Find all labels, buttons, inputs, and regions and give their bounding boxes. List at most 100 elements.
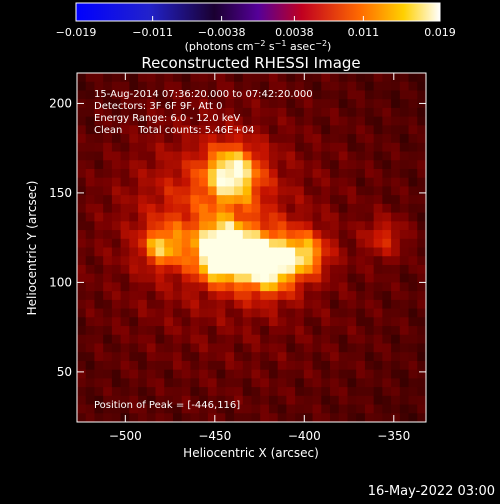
heatmap-cell xyxy=(356,256,366,266)
heatmap-cell xyxy=(338,369,349,379)
heatmap-cell xyxy=(330,134,340,144)
heatmap-cell xyxy=(155,334,165,345)
heatmap-cell xyxy=(373,125,383,135)
heatmap-cell xyxy=(330,413,340,422)
heatmap-cell xyxy=(172,81,183,92)
heatmap-cell xyxy=(199,256,209,266)
heatmap-cell xyxy=(138,186,148,196)
heatmap-cell xyxy=(260,413,270,422)
heatmap-cell xyxy=(103,221,113,231)
heatmap-cell xyxy=(164,212,174,222)
heatmap-cell xyxy=(399,238,410,249)
heatmap-cell xyxy=(399,273,410,283)
heatmap-cell xyxy=(268,395,279,406)
heatmap-cell xyxy=(120,81,130,92)
heatmap-cell xyxy=(138,299,148,310)
heatmap-cell xyxy=(338,334,349,345)
heatmap-cell xyxy=(408,203,418,214)
heatmap-cell xyxy=(338,264,349,275)
heatmap-cell xyxy=(234,404,244,414)
heatmap-cell xyxy=(138,264,148,275)
heatmap-cell xyxy=(138,81,148,92)
heatmap-cell xyxy=(277,195,287,205)
heatmap-cell xyxy=(85,343,96,353)
heatmap-cell xyxy=(207,256,218,266)
heatmap-cell xyxy=(251,125,261,135)
heatmap-cell xyxy=(364,177,375,188)
heatmap-cell xyxy=(190,334,200,345)
heatmap-cell xyxy=(216,151,226,161)
heatmap-cell xyxy=(277,90,287,100)
heatmap-cell xyxy=(277,378,287,388)
heatmap-cell xyxy=(268,73,279,83)
heatmap-cell xyxy=(260,212,270,222)
heatmap-cell xyxy=(356,221,366,231)
heatmap-cell xyxy=(417,160,426,170)
heatmap-cell xyxy=(251,160,261,170)
heatmap-cell xyxy=(190,125,200,135)
heatmap-cell xyxy=(260,378,270,388)
heatmap-cell xyxy=(303,230,314,240)
heatmap-cell xyxy=(408,81,418,92)
heatmap-cell xyxy=(277,73,287,83)
heatmap-cell xyxy=(286,125,296,135)
heatmap-cell xyxy=(199,413,209,422)
heatmap-cell xyxy=(391,238,401,249)
heatmap-cell xyxy=(286,343,296,353)
heatmap-cell xyxy=(138,195,148,205)
heatmap-cell xyxy=(234,326,244,336)
heatmap-cell xyxy=(207,81,218,92)
heatmap-cell xyxy=(338,195,349,205)
heatmap-cell xyxy=(138,343,148,353)
heatmap-cell xyxy=(303,90,314,100)
heatmap-cell xyxy=(138,168,148,179)
heatmap-cell xyxy=(277,230,287,240)
heatmap-cell xyxy=(417,282,426,292)
heatmap-cell xyxy=(146,134,157,144)
heatmap-cell xyxy=(146,291,157,301)
heatmap-cell xyxy=(77,247,87,257)
heatmap-cell xyxy=(94,343,104,353)
heatmap-cell xyxy=(164,230,174,240)
heatmap-cell xyxy=(399,352,410,362)
heatmap-cell xyxy=(303,264,314,275)
heatmap-cell xyxy=(391,247,401,257)
heatmap-cell xyxy=(338,238,349,249)
heatmap-cell xyxy=(207,395,218,406)
heatmap-cell xyxy=(85,221,96,231)
heatmap-cell xyxy=(234,291,244,301)
heatmap-cell xyxy=(277,273,287,283)
heatmap-cell xyxy=(129,326,139,336)
heatmap-cell xyxy=(373,256,383,266)
heatmap-cell xyxy=(172,291,183,301)
heatmap-cell xyxy=(260,238,270,249)
heatmap-cell xyxy=(356,343,366,353)
heatmap-cell xyxy=(321,343,331,353)
heatmap-cell xyxy=(347,360,357,371)
heatmap-cell xyxy=(77,116,87,126)
heatmap-cell xyxy=(181,151,192,161)
heatmap-cell xyxy=(391,369,401,379)
heatmap-cell xyxy=(382,177,392,188)
heatmap-cell xyxy=(120,308,130,318)
y-tick-label: 100 xyxy=(49,275,72,289)
heatmap-cell xyxy=(146,203,157,214)
heatmap-cell xyxy=(155,369,165,379)
heatmap-cell xyxy=(251,387,261,397)
heatmap-cell xyxy=(138,378,148,388)
heatmap-cell xyxy=(146,116,157,126)
heatmap-cell xyxy=(207,334,218,345)
heatmap-cell xyxy=(94,90,104,100)
heatmap-cell xyxy=(321,81,331,92)
heatmap-cell xyxy=(94,116,104,126)
heatmap-cell xyxy=(129,142,139,153)
heatmap-cell xyxy=(242,308,253,318)
heatmap-cell xyxy=(172,73,183,83)
heatmap-cell xyxy=(268,282,279,292)
heatmap-cell xyxy=(129,247,139,257)
heatmap-cell xyxy=(286,168,296,179)
heatmap-cell xyxy=(260,352,270,362)
heatmap-cell xyxy=(277,134,287,144)
heatmap-cell xyxy=(330,343,340,353)
heatmap-cell xyxy=(234,134,244,144)
